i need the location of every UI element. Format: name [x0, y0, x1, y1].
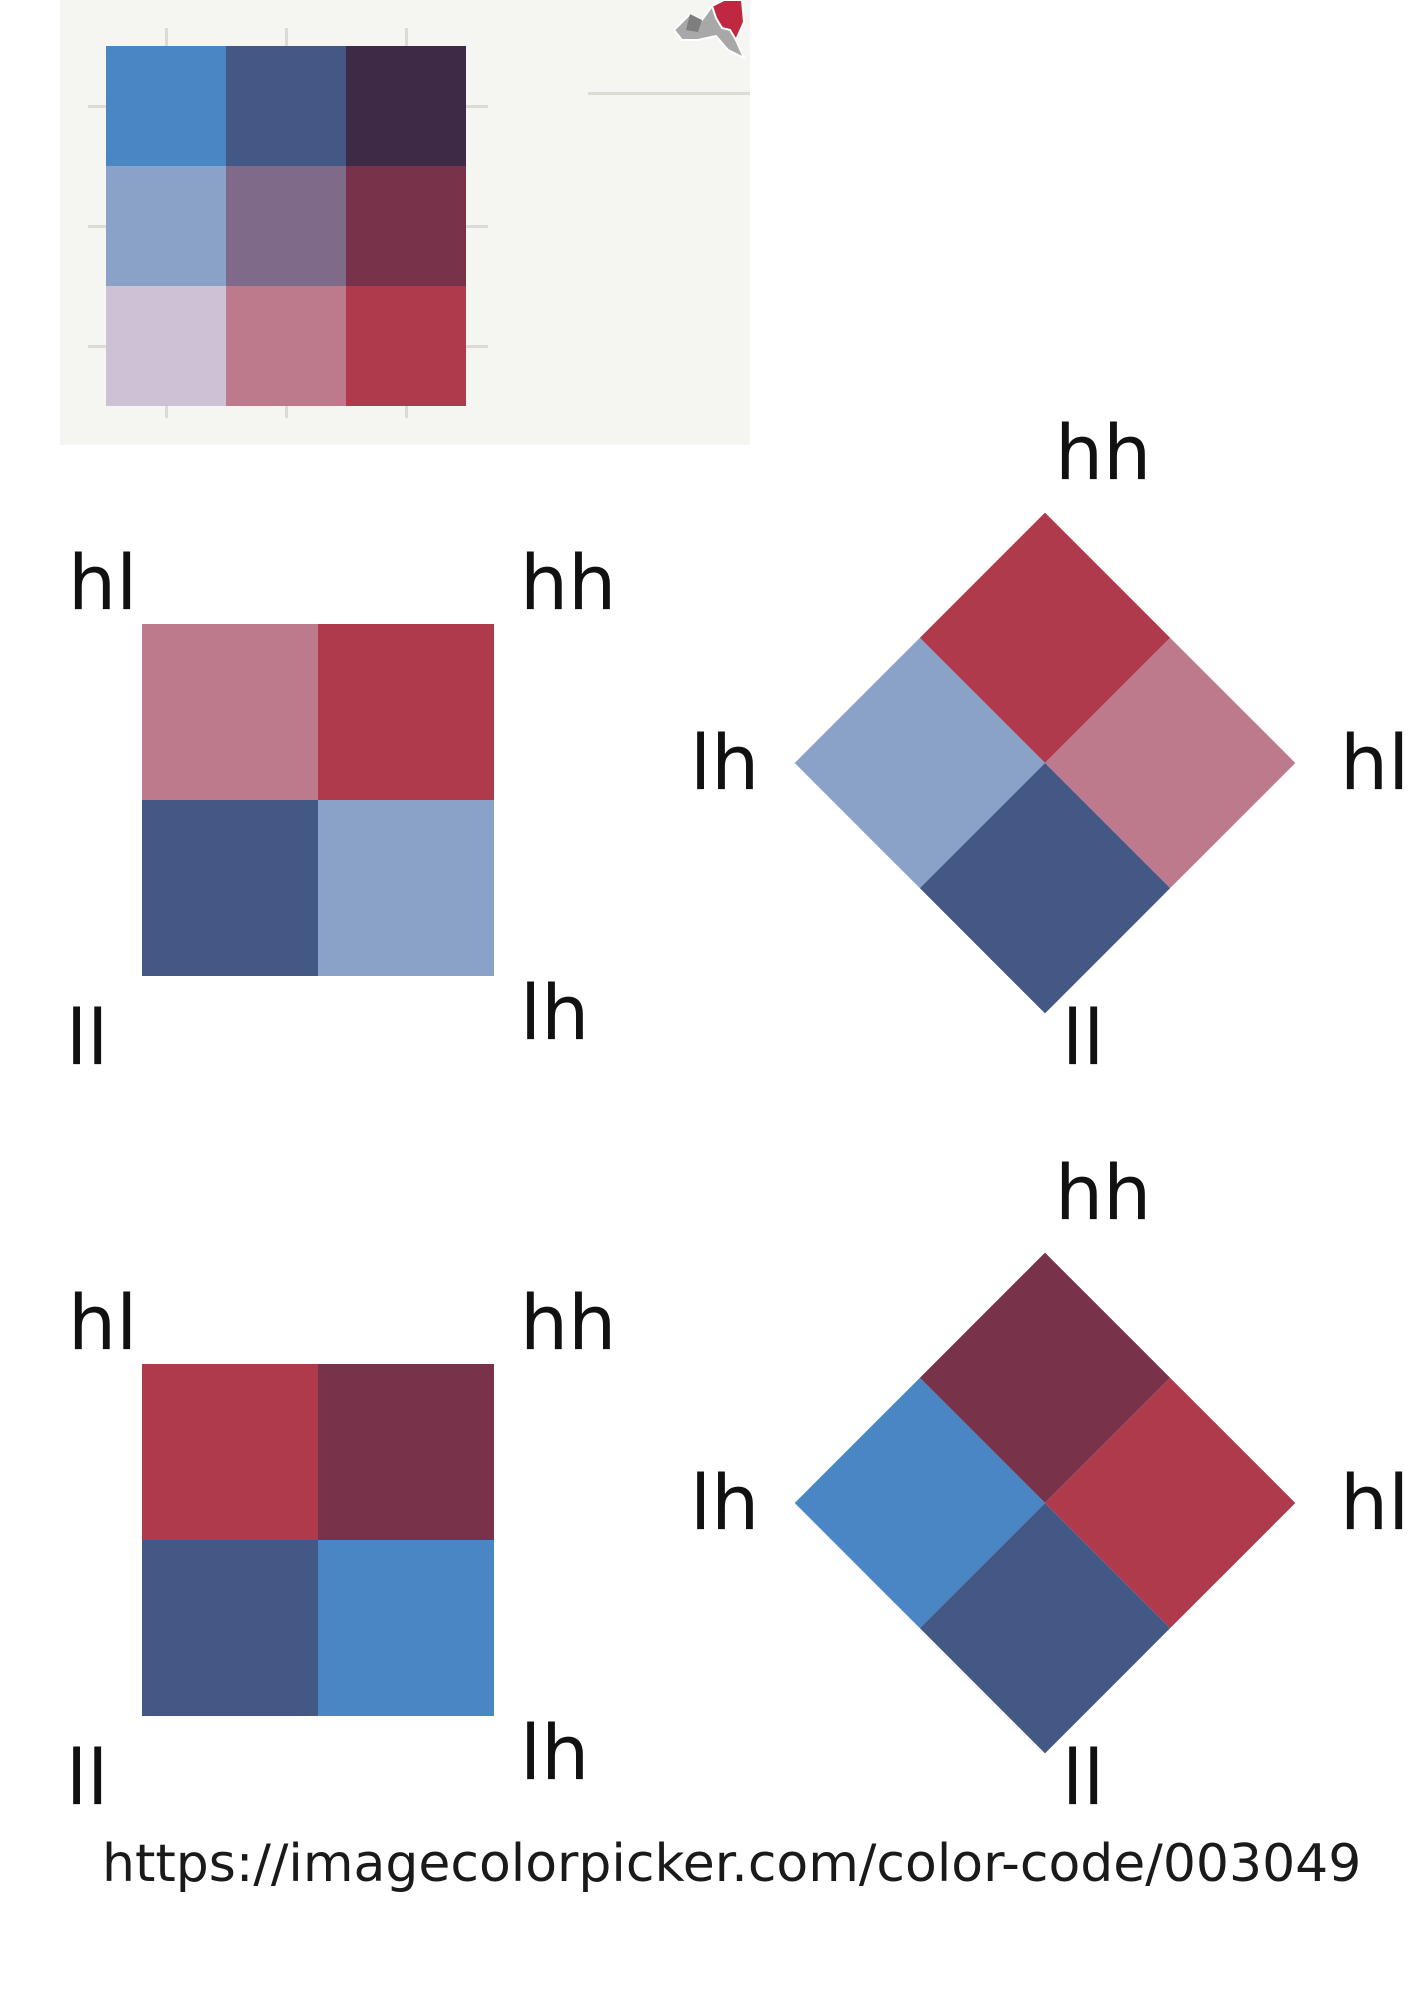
legend-cell-r1-c3 [346, 46, 466, 166]
square2-cell-bottom-left [142, 1540, 318, 1716]
square1-cell-top-right [318, 624, 494, 800]
diamond1-label-left: lh [690, 718, 760, 807]
bivariate-legend-grid [106, 46, 466, 406]
square1-cell-bottom-right [318, 800, 494, 976]
legend-cell-r1-c1 [106, 46, 226, 166]
square2-cell-top-left [142, 1364, 318, 1540]
square1-label-top-left: hl [68, 538, 138, 627]
legend-cell-r3-c1 [106, 286, 226, 406]
square2-label-top-left: hl [68, 1278, 138, 1367]
diamond2-label-right: hl [1340, 1458, 1410, 1547]
square2-label-bottom-right: lh [520, 1708, 590, 1797]
diamond2-label-top: hh [1055, 1148, 1152, 1237]
diamond1-label-top: hh [1055, 408, 1152, 497]
grid-line [588, 92, 750, 95]
square1-cell-top-left [142, 624, 318, 800]
legend-cell-r3-c2 [226, 286, 346, 406]
diamond1-label-bottom: ll [1062, 993, 1105, 1082]
legend-cell-r3-c3 [346, 286, 466, 406]
square2-cell-bottom-right [318, 1540, 494, 1716]
bivariate-legend-panel [60, 0, 750, 445]
square2-label-top-right: hh [520, 1278, 617, 1367]
legend-cell-r2-c2 [226, 166, 346, 286]
square1-label-top-right: hh [520, 538, 617, 627]
legend-cell-r2-c3 [346, 166, 466, 286]
diamond2-label-bottom: ll [1062, 1733, 1105, 1822]
square1-label-bottom-left: ll [66, 993, 109, 1082]
diamond1-label-right: hl [1340, 718, 1410, 807]
legend-cell-r2-c1 [106, 166, 226, 286]
square1-label-bottom-right: lh [520, 968, 590, 1057]
map-fragment [672, 0, 752, 62]
square1-cell-bottom-left [142, 800, 318, 976]
legend-cell-r1-c2 [226, 46, 346, 166]
square2-label-bottom-left: ll [66, 1733, 109, 1822]
square2-cell-top-right [318, 1364, 494, 1540]
diamond2-label-left: lh [690, 1458, 760, 1547]
source-url: https://imagecolorpicker.com/color-code/… [102, 1834, 1362, 1894]
